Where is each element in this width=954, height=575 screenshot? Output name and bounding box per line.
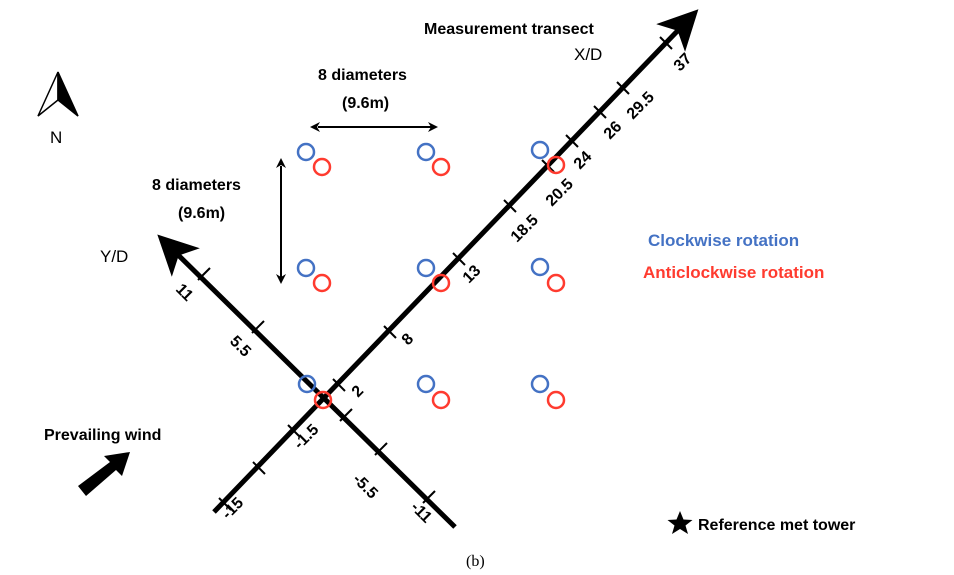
y-tick-label: 5.5: [226, 333, 254, 361]
y-tick: [251, 320, 265, 334]
y-axis-line: [157, 234, 457, 529]
x-tick: [332, 378, 346, 392]
turbine-clockwise: [416, 142, 436, 162]
turbine-clockwise: [530, 374, 550, 394]
turbine-clockwise: [296, 142, 316, 162]
y-axis-label: Y/D: [100, 247, 128, 266]
x-tick: [659, 36, 673, 50]
y-tick: [197, 267, 211, 281]
x-tick: [616, 81, 630, 95]
x-tick-label: 20.5: [543, 176, 577, 210]
x-axis-ticks: [218, 36, 673, 511]
turbine-clockwise: [297, 374, 317, 394]
x-neg-tick-label: -5.5: [349, 471, 381, 503]
turbine-anticlockwise: [312, 157, 332, 177]
turbine-array: [296, 140, 566, 410]
turbine-anticlockwise: [312, 273, 332, 293]
wind-arrow-icon: [78, 452, 130, 496]
turbine-clockwise: [416, 374, 436, 394]
x-tick-label: 24: [571, 148, 596, 173]
x-axis-label: X/D: [574, 45, 602, 64]
x-tick-label: 26: [601, 118, 626, 143]
x-tick: [565, 134, 579, 148]
spacing-horizontal-line1: 8 diameters: [318, 67, 407, 84]
x-tick: [503, 199, 517, 213]
x-tick-label: 13: [460, 262, 485, 287]
turbine-clockwise: [416, 258, 436, 278]
x-tick: [287, 424, 301, 438]
turbine-clockwise: [530, 257, 550, 277]
turbine-clockwise: [296, 258, 316, 278]
spacing-vertical-line2: (9.6m): [178, 205, 225, 222]
y-axis-ticks: [197, 267, 436, 504]
star-icon: [667, 511, 693, 534]
x-tick-label: 8: [399, 330, 417, 348]
turbine-anticlockwise: [431, 273, 451, 293]
legend-anticlockwise: Anticlockwise rotation: [643, 263, 824, 282]
x-tick-label: 2: [349, 382, 367, 400]
y-tick-label: 11: [172, 281, 196, 305]
turbine-clockwise: [530, 140, 550, 160]
turbine-anticlockwise: [546, 273, 566, 293]
x-axis-title: Measurement transect: [424, 21, 595, 38]
figure-caption: (b): [466, 553, 485, 570]
x-tick-labels: 2 8 13 18.5 20.5 24 26 29.5 37: [349, 50, 696, 401]
legend-clockwise: Clockwise rotation: [648, 231, 799, 250]
wind-label: Prevailing wind: [44, 427, 161, 444]
north-arrow-icon: [37, 71, 79, 117]
turbine-anticlockwise: [313, 390, 333, 410]
turbine-anticlockwise: [546, 390, 566, 410]
turbine-anticlockwise: [431, 390, 451, 410]
y-tick: [374, 442, 388, 456]
x-tick: [218, 497, 232, 511]
x-tick: [252, 461, 266, 475]
x-tick-label: 18.5: [508, 212, 542, 246]
met-tower-label: Reference met tower: [698, 517, 855, 534]
x-tick-label: 37: [671, 50, 696, 75]
spacing-vertical-line1: 8 diameters: [152, 177, 241, 194]
x-tick: [593, 105, 607, 119]
spacing-horizontal-line2: (9.6m): [342, 95, 389, 112]
y-neg-tick-label: -15: [219, 494, 247, 522]
turbine-anticlockwise: [431, 157, 451, 177]
x-tick: [383, 325, 397, 339]
turbine-anticlockwise: [546, 155, 566, 175]
y-tick: [339, 408, 353, 422]
y-tick: [422, 490, 436, 504]
compass-label: N: [50, 128, 62, 147]
x-tick: [452, 252, 466, 266]
x-axis-line: [212, 9, 699, 514]
